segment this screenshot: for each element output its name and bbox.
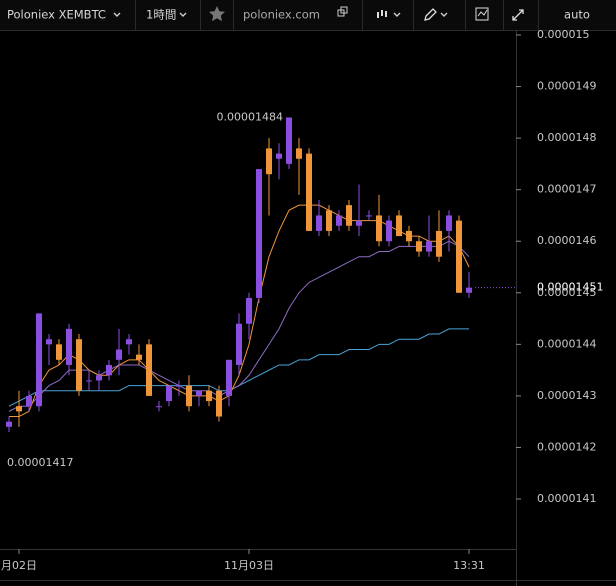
- candle-body: [396, 215, 402, 237]
- candle-body: [306, 153, 312, 231]
- candle-body: [466, 287, 472, 293]
- candle-body: [146, 344, 152, 396]
- candle-body: [216, 390, 222, 417]
- y-tick-label: 0.0000142: [537, 440, 597, 453]
- candle-body: [446, 215, 452, 231]
- candle-body: [236, 323, 242, 365]
- y-tick-label: 0.0000144: [537, 337, 597, 350]
- candle-body: [356, 220, 362, 226]
- candle-body: [46, 339, 52, 345]
- candle-body: [176, 385, 182, 387]
- candle-body: [206, 390, 212, 402]
- x-tick-label: 11月03日: [224, 559, 274, 572]
- candle-body: [456, 220, 462, 293]
- candle-body: [296, 148, 302, 159]
- chevron: [113, 12, 121, 17]
- candle-body: [66, 328, 72, 365]
- popout-icon[interactable]: [337, 6, 348, 17]
- candle-body: [76, 339, 82, 391]
- y-tick-label: 0.0000149: [537, 80, 597, 93]
- candle-body: [56, 344, 62, 360]
- last-price-label: 0.00001451: [537, 281, 603, 294]
- moving-average-line: [8, 240, 470, 412]
- candle-body: [6, 421, 12, 427]
- y-tick-label: 0.0000145: [537, 286, 597, 299]
- candle-body: [166, 385, 172, 402]
- candle-body: [26, 395, 32, 407]
- scale-button[interactable]: auto: [564, 8, 590, 22]
- candle-body: [226, 359, 232, 396]
- fullscreen-icon[interactable]: [512, 9, 524, 21]
- candle-body: [126, 339, 132, 345]
- y-tick-label: 0.0000146: [537, 234, 597, 247]
- candle-body: [246, 297, 252, 324]
- moving-average-line: [9, 204, 470, 418]
- star-icon[interactable]: [209, 6, 225, 22]
- candle-body: [196, 390, 202, 396]
- candle-body: [256, 169, 262, 298]
- candle-body: [276, 153, 282, 159]
- site-link[interactable]: poloniex.com: [243, 8, 320, 22]
- x-tick-label: 13:31: [453, 559, 485, 572]
- candle-body: [346, 205, 352, 226]
- candle-body: [376, 215, 382, 242]
- symbol-button[interactable]: Poloniex XEMBTC: [7, 8, 106, 22]
- candle-body: [326, 210, 332, 231]
- candle-body: [336, 215, 342, 226]
- y-tick-label: 0.0000143: [537, 389, 597, 402]
- candle-body: [316, 215, 322, 231]
- interval-button[interactable]: 1時間: [146, 8, 176, 22]
- candle-body: [106, 364, 112, 376]
- toolbar-separators: [135, 0, 539, 30]
- candle-body: [36, 313, 42, 407]
- min-label: 0.00001417: [7, 456, 73, 469]
- x-tick-label: 月02日: [1, 559, 37, 572]
- y-tick-label: 0.0000147: [537, 183, 597, 196]
- candle-body: [16, 406, 22, 412]
- candle-body: [86, 380, 92, 382]
- candle-body: [406, 230, 412, 242]
- candle-body: [416, 241, 422, 252]
- candle-body: [116, 349, 122, 360]
- y-tick-label: 0.0000148: [537, 131, 597, 144]
- max-label: 0.00001484: [217, 110, 283, 123]
- chevron: [393, 12, 401, 17]
- draw-icon[interactable]: [424, 8, 437, 21]
- indicator-icon[interactable]: [475, 7, 489, 21]
- chevron: [179, 12, 187, 17]
- candle-body: [426, 241, 432, 252]
- candle-body: [136, 354, 142, 360]
- y-tick-label: 0.0000141: [537, 492, 597, 505]
- toolbar: [0, 0, 616, 30]
- candle-body: [156, 406, 162, 408]
- candle-body: [286, 117, 292, 164]
- candle-body: [366, 215, 372, 217]
- chevron: [440, 12, 448, 17]
- candle-body: [96, 375, 102, 381]
- candle-body: [386, 220, 392, 242]
- candle-body: [436, 230, 442, 257]
- candle-body: [266, 148, 272, 175]
- y-tick-label: 0.000015: [537, 28, 590, 41]
- candle-body: [186, 385, 192, 407]
- chart-type-icon[interactable]: [377, 10, 387, 18]
